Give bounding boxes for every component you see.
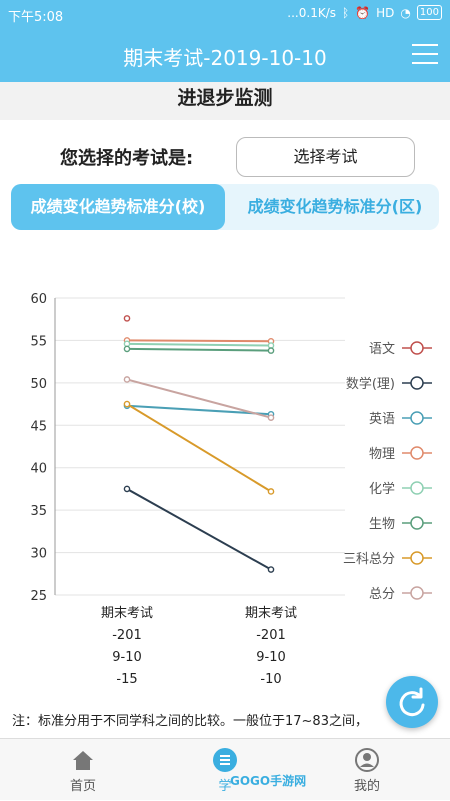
x-tick-label: 期末考试 [245,606,297,621]
exam-select-label: 您选择的考试是: [60,148,194,169]
x-tick-label: -201 [256,628,286,643]
status-time: 下午5:08 [8,10,64,25]
legend-label: 总分 [369,587,395,602]
y-tick-label: 35 [30,504,47,519]
data-point [267,414,275,421]
legend-swatch-marker [410,551,424,565]
y-tick-label: 40 [30,462,47,477]
y-tick-label: 45 [30,419,47,434]
refresh-button[interactable] [386,676,438,728]
legend-swatch-marker [410,411,424,425]
battery-icon: 100 [416,5,442,20]
note-text: 注：标准分用于不同学科之间的比较。一般位于17~83之间， [12,714,368,729]
nav-item-mine[interactable]: 我的 [292,739,442,801]
data-point [123,376,131,383]
section-title: 进退步监测 [0,82,450,120]
tab-school-trend[interactable]: 成绩变化趋势标准分(校) [11,184,225,230]
legend-swatch-marker [410,341,424,355]
tab-district-trend[interactable]: 成绩变化趋势标准分(区) [247,197,423,216]
y-tick-label: 50 [30,377,47,392]
hd-signal-icon: HD [376,5,395,20]
x-tick-label: 9-10 [256,650,286,665]
bluetooth-icon: ᛒ [342,5,350,20]
chart-tabs: 成绩变化趋势标准分(校) 成绩变化趋势标准分(区) [11,184,439,230]
legend-label: 数学(理) [346,376,395,392]
y-tick-label: 25 [30,589,47,604]
legend-label: 化学 [369,481,395,497]
data-point [267,347,275,354]
refresh-icon [399,687,425,717]
series-line [126,378,272,419]
series-line [126,342,272,347]
data-point [267,488,275,495]
legend-swatch-marker [410,376,424,390]
nav-item-study[interactable]: 学 [150,739,300,801]
data-point [267,566,275,573]
status-bar: 下午5:08 ...0.1K/s ᛒ ⏰ HD ◔ 100 [0,0,450,28]
legend-label: 物理 [369,447,395,462]
legend-label: 生物 [369,517,395,532]
nav-label-study: 学 [218,779,232,794]
series-line [126,488,272,571]
page-title: 期末考试-2019-10-10 [123,46,327,70]
series-line [126,339,272,343]
network-speed: ...0.1K/s [287,5,336,20]
wifi-icon: ◔ [400,5,411,20]
series-line [126,404,272,416]
y-tick-label: 30 [30,547,47,562]
user-icon [355,748,379,772]
legend-label: 英语 [369,412,395,427]
watermark-logo: GOGO手游网 [230,774,307,788]
legend-label: 语文 [369,342,395,357]
series-line [126,403,272,493]
data-point [123,345,131,353]
data-point [123,315,131,322]
menu-icon[interactable] [412,44,438,64]
data-point [123,400,131,408]
y-tick-label: 60 [30,292,47,307]
nav-label-home: 首页 [69,779,96,794]
nav-label-mine: 我的 [353,779,380,794]
home-icon [73,751,93,770]
legend-swatch-marker [410,516,424,530]
list-icon [213,748,237,772]
select-exam-button[interactable]: 选择考试 [236,137,415,177]
legend-swatch-marker [410,481,424,495]
status-icons: ...0.1K/s ᛒ ⏰ HD ◔ 100 [287,5,442,20]
x-tick-label: -15 [116,672,137,687]
x-tick-label: -10 [260,672,281,687]
x-tick-label: 期末考试 [101,606,153,621]
app-bar: 期末考试-2019-10-10 [0,28,450,82]
trend-line-chart: 25 30 35 40 45 50 55 60 期末考试 -201 9-10 -15 期末考试 -201 9… [30,292,432,687]
data-point [123,485,131,493]
y-tick-label: 55 [30,334,47,349]
nav-item-home[interactable]: 首页 [8,739,158,801]
legend-label: 三科总分 [343,552,395,567]
legend-swatch-marker [410,586,424,600]
x-tick-label: -201 [112,628,142,643]
legend-swatch-marker [410,446,424,460]
bottom-nav: 首页 学 我的 [0,738,450,800]
alarm-icon: ⏰ [355,5,371,20]
x-tick-label: 9-10 [112,650,142,665]
series-line [126,347,272,352]
